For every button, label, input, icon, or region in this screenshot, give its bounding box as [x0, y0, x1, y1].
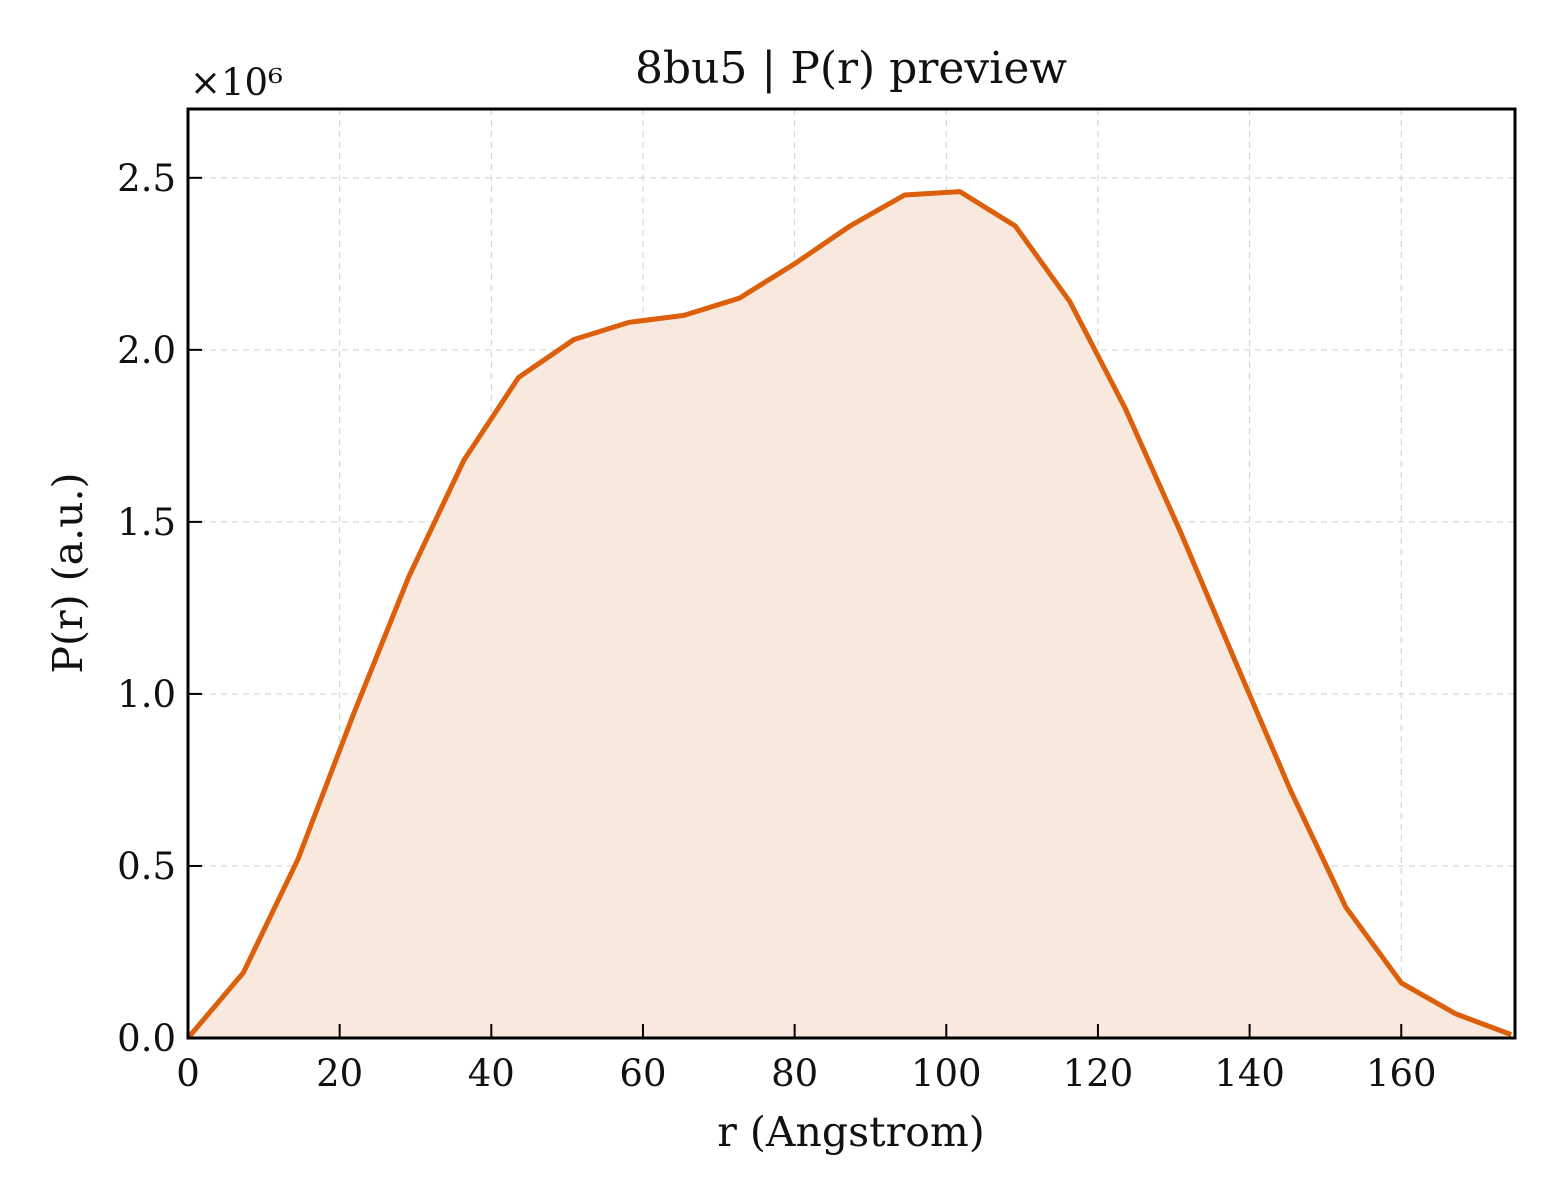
x-tick-label: 100 [911, 1052, 982, 1095]
y-axis-offset-label: ×10⁶ [190, 61, 283, 104]
y-axis-label: P(r) (a.u.) [44, 472, 92, 673]
x-tick-label: 60 [619, 1052, 666, 1095]
y-tick-label: 1.5 [117, 501, 176, 544]
y-tick-label: 2.5 [117, 157, 176, 200]
pr-area-fill [188, 191, 1512, 1039]
x-tick-label: 160 [1366, 1052, 1437, 1095]
plot-frame [186, 107, 1517, 1040]
y-tick-label: 2.0 [117, 329, 176, 372]
area-layer [186, 189, 1513, 1040]
tick-label-layer: 0 20 40 60 80 100 120 140 160 0.0 0.5 1.0 1.5 2.0 2.5 [117, 157, 1436, 1095]
y-tick-label: 0.0 [117, 1017, 176, 1060]
x-tick-label: 40 [468, 1052, 515, 1095]
x-tick-label: 20 [316, 1052, 363, 1095]
x-tick-label: 80 [771, 1052, 818, 1095]
x-tick-label: 120 [1063, 1052, 1134, 1095]
y-tick-label: 1.0 [117, 673, 176, 716]
x-axis-label: r (Angstrom) [717, 1108, 985, 1156]
x-tick-label: 140 [1214, 1052, 1285, 1095]
y-tick-label: 0.5 [117, 845, 176, 888]
chart-title: 8bu5 | P(r) preview [635, 43, 1067, 94]
x-tick-label: 0 [176, 1052, 200, 1095]
